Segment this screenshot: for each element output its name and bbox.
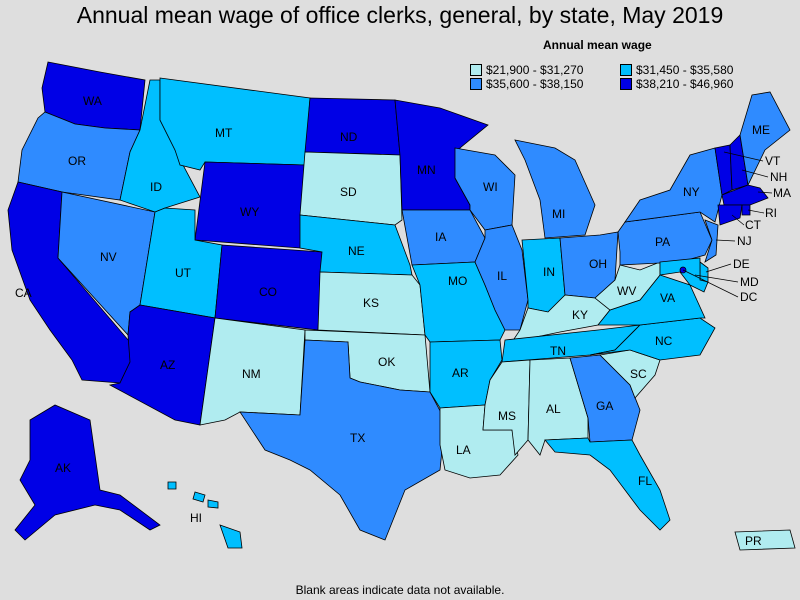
label-co: CO bbox=[259, 285, 277, 299]
label-id: ID bbox=[150, 180, 162, 194]
label-ga: GA bbox=[596, 399, 613, 413]
label-nv: NV bbox=[100, 250, 117, 264]
state-tx[interactable] bbox=[239, 339, 446, 541]
label-nd: ND bbox=[340, 130, 358, 144]
legend-label-bin-3: $35,600 - $38,150 bbox=[486, 77, 584, 91]
state-hi[interactable] bbox=[219, 524, 243, 549]
label-pa: PA bbox=[655, 235, 670, 249]
label-ia: IA bbox=[435, 230, 446, 244]
label-ca: CA bbox=[15, 286, 32, 300]
state-ri[interactable] bbox=[741, 204, 751, 216]
state-hi-island-4[interactable] bbox=[167, 481, 177, 490]
label-sc: SC bbox=[630, 367, 647, 381]
legend-item-bin-1: $21,900 - $31,270 bbox=[470, 63, 583, 77]
label-wi: WI bbox=[483, 180, 498, 194]
label-ky: KY bbox=[572, 308, 588, 322]
label-in: IN bbox=[543, 265, 555, 279]
label-ks: KS bbox=[363, 296, 379, 310]
label-ak: AK bbox=[55, 461, 71, 475]
leader-nh bbox=[741, 169, 769, 178]
leader-ma bbox=[757, 191, 773, 194]
legend-item-bin-3: $35,600 - $38,150 bbox=[470, 77, 583, 91]
leader-de bbox=[705, 263, 732, 273]
leader-nj bbox=[715, 239, 736, 242]
label-wv: WV bbox=[617, 284, 636, 298]
legend-swatch-bin-2 bbox=[620, 64, 632, 76]
map-title: Annual mean wage of office clerks, gener… bbox=[76, 2, 724, 28]
legend-label-bin-4: $38,210 - $46,960 bbox=[636, 77, 734, 91]
leader-dc bbox=[682, 269, 739, 298]
label-mi: MI bbox=[552, 207, 565, 221]
state-il[interactable] bbox=[474, 224, 529, 331]
label-hi: HI bbox=[190, 511, 202, 525]
legend-item-bin-4: $38,210 - $46,960 bbox=[620, 77, 733, 91]
label-ms: MS bbox=[498, 409, 516, 423]
state-sd[interactable] bbox=[299, 151, 403, 226]
label-ri: RI bbox=[765, 206, 777, 220]
label-nj: NJ bbox=[737, 234, 752, 248]
state-pr[interactable] bbox=[734, 529, 796, 551]
label-wa: WA bbox=[83, 94, 102, 108]
label-wy: WY bbox=[240, 205, 259, 219]
state-nc[interactable] bbox=[589, 317, 716, 361]
legend-label-bin-2: $31,450 - $35,580 bbox=[636, 63, 734, 77]
legend-swatch-bin-4 bbox=[620, 78, 632, 90]
label-oh: OH bbox=[589, 257, 607, 271]
legend-label-bin-1: $21,900 - $31,270 bbox=[486, 63, 584, 77]
label-dc: DC bbox=[740, 290, 758, 304]
state-md[interactable] bbox=[659, 257, 709, 293]
legend-title: Annual mean wage bbox=[543, 38, 652, 52]
label-sd: SD bbox=[340, 185, 357, 199]
label-ny: NY bbox=[683, 185, 700, 199]
state-hi-island-2[interactable] bbox=[192, 491, 206, 503]
state-nd[interactable] bbox=[304, 97, 401, 156]
label-tn: TN bbox=[550, 344, 566, 358]
label-ne: NE bbox=[348, 244, 365, 258]
legend-item-bin-2: $31,450 - $35,580 bbox=[620, 63, 733, 77]
leader-md bbox=[694, 274, 739, 283]
label-nc: NC bbox=[655, 334, 673, 348]
label-ar: AR bbox=[452, 366, 469, 380]
state-hi-island-3[interactable] bbox=[207, 499, 219, 509]
state-id[interactable] bbox=[119, 79, 201, 213]
label-nh: NH bbox=[770, 170, 787, 184]
label-nm: NM bbox=[242, 367, 261, 381]
label-de: DE bbox=[733, 257, 750, 271]
label-az: AZ bbox=[160, 358, 175, 372]
label-al: AL bbox=[546, 402, 561, 416]
label-il: IL bbox=[497, 269, 507, 283]
state-ny[interactable] bbox=[624, 147, 723, 223]
label-mo: MO bbox=[448, 274, 467, 288]
label-mt: MT bbox=[215, 126, 233, 140]
state-mi[interactable] bbox=[514, 139, 596, 239]
label-ut: UT bbox=[175, 266, 192, 280]
label-mn: MN bbox=[417, 163, 436, 177]
state-fl[interactable] bbox=[544, 437, 671, 531]
state-nj[interactable] bbox=[704, 219, 719, 263]
leader-vt bbox=[723, 151, 764, 162]
label-me: ME bbox=[752, 123, 770, 137]
state-ct[interactable] bbox=[717, 204, 743, 226]
state-ak[interactable] bbox=[14, 404, 161, 541]
leader-ri bbox=[747, 209, 765, 214]
label-md: MD bbox=[740, 275, 759, 289]
state-mt[interactable] bbox=[159, 77, 311, 171]
legend-swatch-bin-1 bbox=[470, 64, 482, 76]
legend-swatch-bin-3 bbox=[470, 78, 482, 90]
label-tx: TX bbox=[350, 431, 365, 445]
leader-ct bbox=[731, 214, 745, 226]
label-va: VA bbox=[660, 291, 675, 305]
label-vt: VT bbox=[765, 154, 781, 168]
label-ok: OK bbox=[378, 355, 395, 369]
label-ct: CT bbox=[745, 218, 762, 232]
label-or: OR bbox=[68, 154, 86, 168]
label-pr: PR bbox=[745, 534, 762, 548]
label-fl: FL bbox=[638, 474, 652, 488]
label-ma: MA bbox=[773, 186, 791, 200]
footnote: Blank areas indicate data not available. bbox=[295, 583, 505, 597]
label-la: LA bbox=[456, 443, 471, 457]
